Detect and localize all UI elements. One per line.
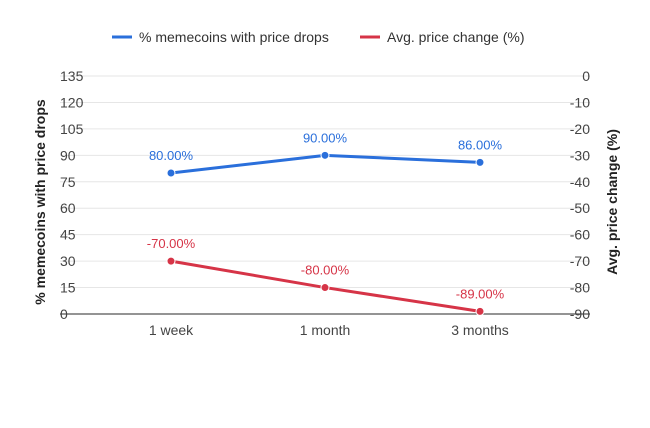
series-1: 80.00% 90.00% 86.00% [149, 130, 503, 178]
right-axis-ticks: 0 -10 -20 -30 -40 -50 -60 -70 -80 -90 [570, 68, 590, 322]
right-tick-label: -80 [570, 280, 590, 296]
series-2-point [166, 256, 176, 266]
left-tick-label: 120 [60, 94, 84, 110]
series-1-data-label: 90.00% [303, 130, 348, 145]
right-tick-label: -60 [570, 227, 590, 243]
right-tick-label: -40 [570, 174, 590, 190]
series-2-point [320, 283, 330, 293]
x-tick-label: 1 week [149, 322, 194, 338]
legend-item-series-1: % memecoins with price drops [112, 29, 329, 45]
left-tick-label: 30 [60, 253, 76, 269]
left-tick-label: 135 [60, 68, 84, 84]
series-2-point [475, 306, 485, 316]
right-tick-label: -50 [570, 200, 590, 216]
x-tick-label: 3 months [451, 322, 509, 338]
left-tick-label: 90 [60, 147, 76, 163]
left-axis-ticks: 0 15 30 45 60 75 90 105 120 135 [60, 68, 84, 322]
right-tick-label: -90 [570, 306, 590, 322]
left-tick-label: 60 [60, 200, 76, 216]
series-1-point [166, 168, 176, 178]
legend-item-series-2: Avg. price change (%) [360, 29, 524, 45]
series-2-data-label: -89.00% [456, 286, 505, 301]
left-tick-label: 105 [60, 121, 84, 137]
series-1-data-label: 86.00% [458, 137, 503, 152]
right-tick-label: -10 [570, 94, 590, 110]
series-2: -70.00% -80.00% -89.00% [147, 236, 505, 316]
left-tick-label: 45 [60, 227, 76, 243]
legend: % memecoins with price drops Avg. price … [112, 29, 524, 45]
x-axis-ticks: 1 week 1 month 3 months [149, 322, 509, 338]
legend-label-series-2: Avg. price change (%) [387, 29, 524, 45]
left-tick-label: 15 [60, 280, 76, 296]
legend-label-series-1: % memecoins with price drops [139, 29, 329, 45]
right-tick-label: -70 [570, 253, 590, 269]
right-axis-title: Avg. price change (%) [604, 129, 620, 275]
series-2-data-label: -70.00% [147, 236, 196, 251]
right-tick-label: -30 [570, 147, 590, 163]
series: 80.00% 90.00% 86.00% -70.00% -80.00% -89.00% [147, 130, 505, 316]
series-1-point [320, 150, 330, 160]
left-tick-label: 0 [60, 306, 68, 322]
left-tick-label: 75 [60, 174, 76, 190]
series-1-point [475, 157, 485, 167]
right-tick-label: 0 [582, 68, 590, 84]
series-1-data-label: 80.00% [149, 148, 194, 163]
gridlines [60, 75, 590, 289]
x-tick-label: 1 month [300, 322, 351, 338]
series-2-data-label: -80.00% [301, 263, 350, 278]
right-tick-label: -20 [570, 121, 590, 137]
left-axis-title: % memecoins with price drops [32, 99, 48, 305]
